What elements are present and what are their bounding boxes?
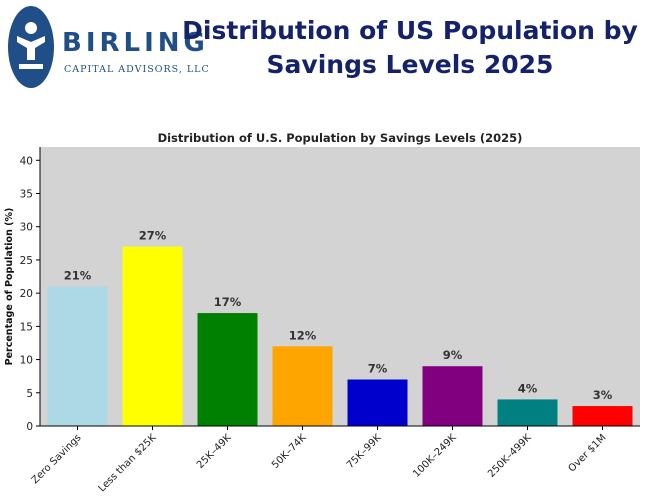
page-title-line2: Savings Levels 2025 xyxy=(266,50,554,79)
x-tick-label: 100K–249K xyxy=(411,432,459,480)
bar-4 xyxy=(272,346,333,426)
x-tick-label: 50K–74K xyxy=(270,432,309,471)
page-title-line1: Distribution of US Population by xyxy=(182,16,638,45)
y-tick-label: 35 xyxy=(20,189,33,201)
logo-emblem-icon xyxy=(8,6,54,88)
x-tick-label: Over $1M xyxy=(566,432,608,474)
bar-2 xyxy=(122,246,183,426)
bar-data-label: 9% xyxy=(443,348,463,362)
bar-data-label: 7% xyxy=(368,362,388,376)
bar-8 xyxy=(572,406,633,426)
x-tick-label: Less than $25K xyxy=(97,432,159,494)
x-tick-label: 25K–49K xyxy=(195,432,234,471)
y-tick-label: 10 xyxy=(20,355,33,367)
bar-7 xyxy=(497,399,558,426)
x-tick-label: 250K–499K xyxy=(486,432,534,480)
page-title: Distribution of US Population by Savings… xyxy=(180,14,640,82)
bar-5 xyxy=(347,379,408,426)
bar-6 xyxy=(422,366,483,426)
bar-chart: Distribution of U.S. Population by Savin… xyxy=(4,131,640,494)
company-logo: BIRLING CAPITAL ADVISORS, LLC xyxy=(8,6,209,90)
bar-data-label: 17% xyxy=(214,295,242,309)
x-tick-label: Zero Savings xyxy=(30,432,84,486)
y-tick-label: 15 xyxy=(20,321,33,333)
bar-1 xyxy=(47,286,108,426)
chart-title: Distribution of U.S. Population by Savin… xyxy=(158,131,523,145)
bar-data-label: 21% xyxy=(64,269,92,283)
y-tick-label: 25 xyxy=(20,255,33,267)
y-tick-label: 40 xyxy=(20,155,33,167)
bar-data-label: 12% xyxy=(289,328,317,342)
y-tick-label: 30 xyxy=(20,222,33,234)
bar-data-label: 4% xyxy=(518,381,538,395)
x-tick-label: 75K–99K xyxy=(345,432,384,471)
bar-data-label: 3% xyxy=(593,388,613,402)
logo-name: BIRLING xyxy=(62,28,209,58)
bar-3 xyxy=(197,313,258,426)
logo-subtitle: CAPITAL ADVISORS, LLC xyxy=(64,64,210,75)
bar-data-label: 27% xyxy=(139,229,167,243)
y-tick-label: 5 xyxy=(26,388,33,400)
y-axis-label: Percentage of Population (%) xyxy=(4,208,15,366)
y-tick-label: 20 xyxy=(20,288,33,300)
y-tick-label: 0 xyxy=(26,421,33,433)
